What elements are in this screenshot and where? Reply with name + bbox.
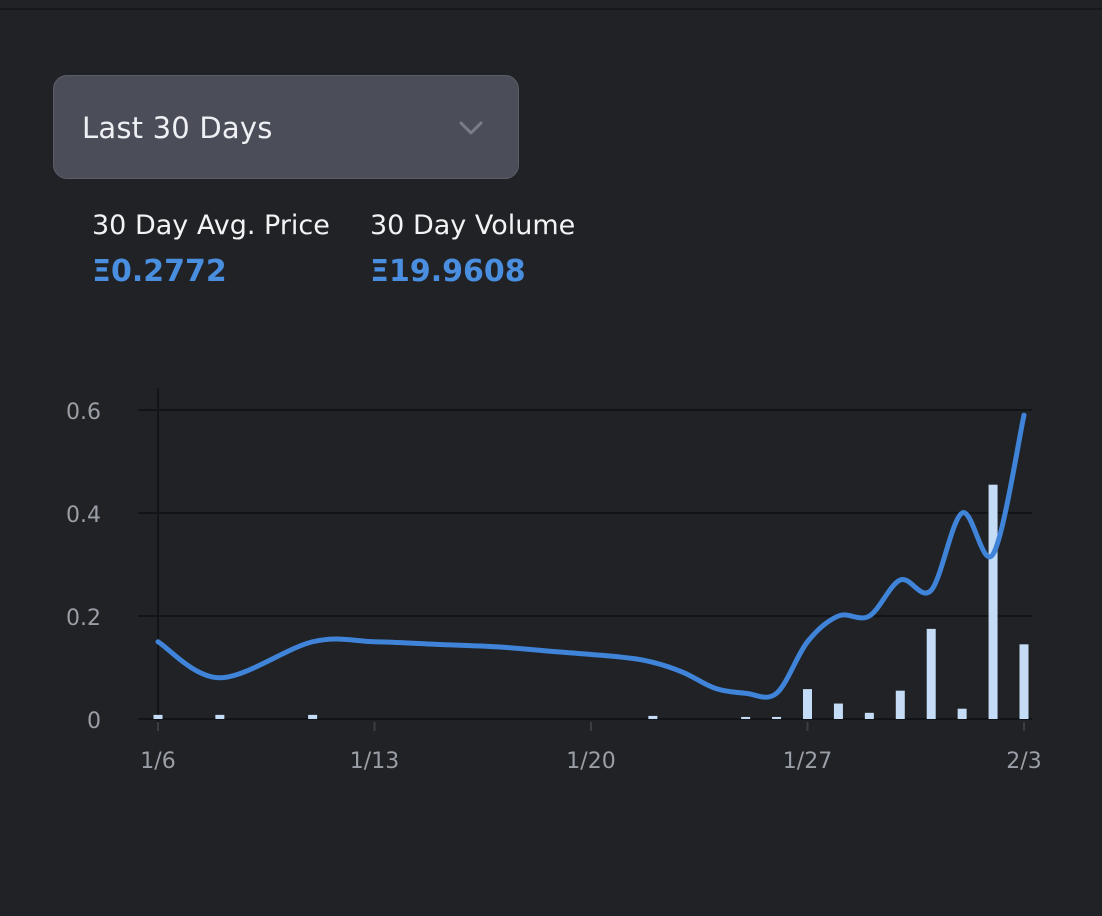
- volume-bar: [803, 689, 812, 719]
- x-tick-label: 2/3: [1006, 749, 1041, 774]
- y-tick-label: 0.4: [66, 503, 101, 528]
- top-divider: [0, 8, 1102, 10]
- date-range-select-value: Last 30 Days: [82, 111, 273, 145]
- volume-bar: [215, 714, 225, 719]
- volume-bar: [895, 690, 905, 719]
- volume-value: Ξ19.9608: [370, 254, 526, 289]
- x-tick-label: 1/27: [783, 749, 832, 774]
- y-tick-label: 0.6: [66, 400, 101, 425]
- avg-price-value: Ξ0.2772: [92, 254, 227, 289]
- volume-bar: [648, 715, 658, 719]
- price-line: [155, 412, 1027, 700]
- y-tick-label: 0: [87, 709, 101, 734]
- volume-bar: [833, 703, 843, 719]
- volume-bar: [926, 628, 936, 719]
- volume-bar: [957, 708, 967, 719]
- volume-bar: [772, 716, 782, 719]
- volume-bar: [308, 714, 318, 719]
- volume-bar: [1019, 644, 1029, 719]
- volume-bar: [864, 712, 874, 719]
- volume-bar: [741, 716, 751, 719]
- y-tick-label: 0.2: [66, 606, 101, 631]
- x-tick-label: 1/6: [140, 749, 175, 774]
- volume-bar: [988, 484, 998, 719]
- x-tick-label: 1/13: [350, 749, 399, 774]
- date-range-select[interactable]: Last 30 Days: [53, 75, 519, 179]
- avg-price-label: 30 Day Avg. Price: [92, 210, 330, 241]
- x-tick-label: 1/20: [566, 749, 615, 774]
- volume-bar: [153, 714, 163, 719]
- volume-label: 30 Day Volume: [370, 210, 576, 241]
- chevron-down-icon[interactable]: [456, 118, 486, 138]
